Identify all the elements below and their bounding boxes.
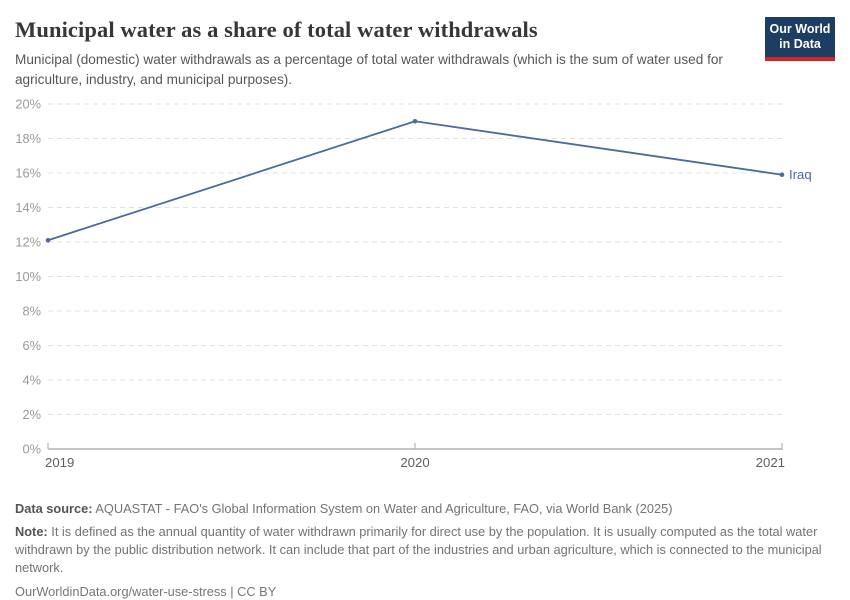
note-text: It is defined as the annual quantity of … (15, 524, 822, 576)
y-tick-label: 2% (23, 407, 42, 422)
y-tick-label: 18% (15, 131, 41, 146)
y-tick-label: 12% (15, 235, 41, 250)
note-label: Note: (15, 524, 48, 540)
y-tick-label: 10% (15, 269, 41, 284)
chart-subtitle: Municipal (domestic) water withdrawals a… (15, 52, 723, 87)
owid-logo-line1: Our World (769, 22, 831, 36)
owid-logo[interactable]: Our World in Data (765, 17, 835, 61)
data-line[interactable] (47, 120, 783, 242)
note-line: Note: It is defined as the annual quanti… (15, 523, 833, 577)
x-tick-label: 2019 (45, 455, 74, 470)
data-source-line: Data source: AQUASTAT - FAO's Global Inf… (15, 500, 835, 518)
y-tick-label: 6% (23, 338, 42, 353)
data-point[interactable] (412, 119, 418, 124)
series-end-label[interactable]: Iraq (789, 168, 812, 183)
y-tick-label: 16% (15, 166, 41, 181)
header-text-block: Municipal water as a share of total wate… (15, 14, 750, 89)
y-tick-label: 8% (23, 304, 42, 319)
page-title: Municipal water as a share of total wate… (15, 17, 538, 42)
line-chart[interactable]: 0% 2% 4% 6% 8% 10% 12% 14% 16% 18% 20% 2019 2020 2021… (0, 89, 850, 484)
y-tick-label: 4% (23, 373, 42, 388)
owid-logo-line2: in Data (779, 37, 821, 52)
y-tick-label: 20% (15, 97, 41, 112)
data-source-text: AQUASTAT - FAO's Global Information Syst… (95, 501, 673, 517)
chart-footer: Data source: AQUASTAT - FAO's Global Inf… (0, 489, 850, 600)
data-point[interactable] (779, 172, 785, 178)
data-source-label: Data source: (15, 501, 93, 517)
data-point[interactable] (45, 238, 51, 243)
cc-license-link[interactable]: OurWorldinData.org/water-use-stress | CC… (15, 584, 277, 600)
y-tick-label: 0% (23, 442, 42, 457)
x-tick-label: 2021 (756, 455, 785, 470)
chart-header: Municipal water as a share of total wate… (0, 0, 850, 89)
y-tick-label: 14% (15, 200, 41, 215)
x-tick-label: 2020 (400, 455, 429, 470)
chart-area[interactable]: 0% 2% 4% 6% 8% 10% 12% 14% 16% 18% 20% 2019 2020 2021… (0, 89, 850, 489)
